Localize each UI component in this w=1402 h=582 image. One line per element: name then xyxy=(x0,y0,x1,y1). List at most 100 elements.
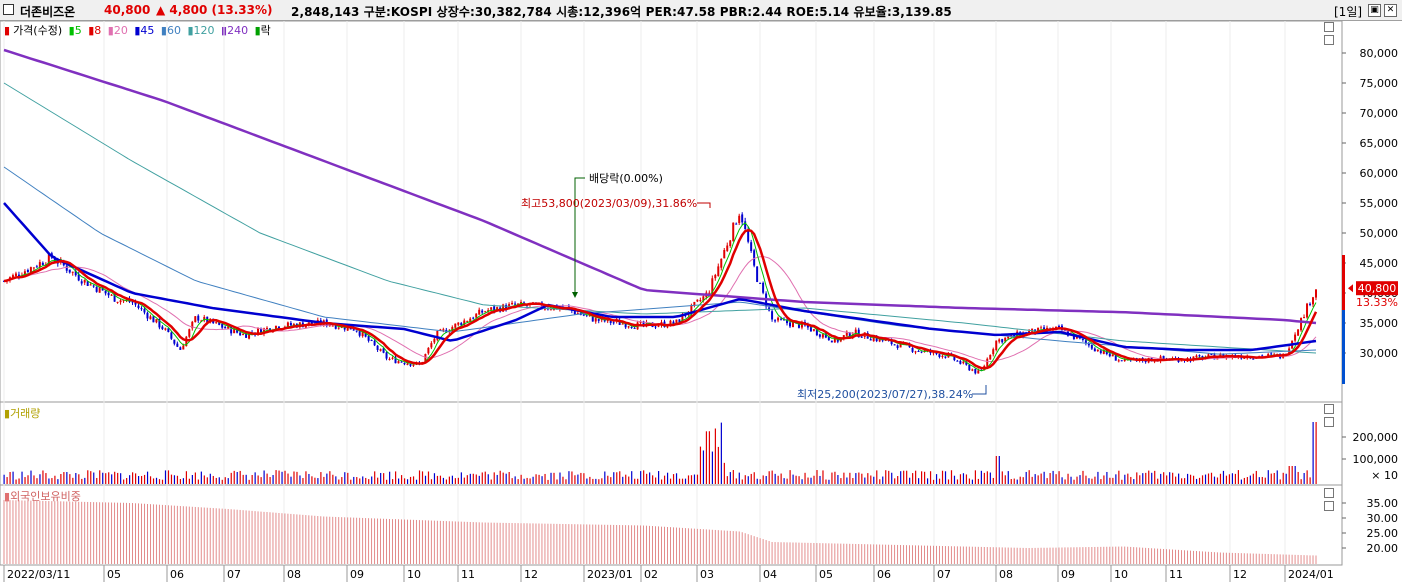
price-axis-label: 55,000 xyxy=(1360,197,1399,210)
price-panel-buttons[interactable] xyxy=(1324,22,1346,45)
current-price: 40,800 xyxy=(104,3,151,17)
volume-bar xyxy=(272,475,274,484)
candle-body xyxy=(77,274,80,281)
candle-body xyxy=(53,258,56,262)
volume-bar xyxy=(1195,478,1198,484)
legend-ma-5[interactable]: ▮5 xyxy=(68,24,82,37)
volume-bar xyxy=(598,479,600,484)
legend-ma-20[interactable]: ▮20 xyxy=(107,24,128,37)
volume-bar xyxy=(1139,475,1141,484)
candle-body xyxy=(1141,357,1144,362)
candle-body xyxy=(499,307,502,312)
candle-body xyxy=(735,223,738,225)
x-axis-label: 04 xyxy=(763,568,777,581)
candle-body xyxy=(1007,336,1010,339)
volume-bar xyxy=(658,471,660,484)
candle-body xyxy=(768,307,771,311)
volume-bar xyxy=(577,474,579,484)
foreign-panel-buttons[interactable] xyxy=(1324,488,1346,511)
candle-body xyxy=(860,336,863,338)
volume-bar xyxy=(852,478,854,484)
candle-body xyxy=(161,326,164,330)
volume-bar xyxy=(1133,479,1135,484)
volume-bar xyxy=(320,472,322,484)
candle-body xyxy=(1031,328,1034,332)
candle-body xyxy=(803,321,806,326)
volume-bar xyxy=(717,446,719,484)
volume-bar xyxy=(855,473,857,484)
volume-bar xyxy=(54,475,56,484)
candle-body xyxy=(1159,356,1162,362)
candle-body xyxy=(1294,334,1297,341)
candle-body xyxy=(1186,358,1189,362)
restore-icon[interactable]: ▣ xyxy=(1368,4,1381,17)
volume-bar xyxy=(520,474,522,484)
candle-body xyxy=(1249,357,1252,359)
legend-ma-240[interactable]: ▮240 xyxy=(221,24,249,37)
volume-bar xyxy=(619,471,621,484)
candle-body xyxy=(1255,357,1258,359)
legend-ex-dividend[interactable]: ▮락 xyxy=(254,24,271,37)
volume-bar xyxy=(795,475,797,484)
legend-ma-8[interactable]: ▮8 xyxy=(88,24,102,37)
candle-body xyxy=(965,362,968,365)
candle-body xyxy=(233,329,236,334)
legend-price-label[interactable]: 가격(수정) xyxy=(13,24,63,37)
candle-body xyxy=(3,280,5,282)
candle-body xyxy=(1013,334,1016,337)
candle-body xyxy=(926,350,929,352)
volume-axis-label: 100,000 xyxy=(1353,453,1399,466)
candle-body xyxy=(295,324,298,328)
candle-body xyxy=(765,293,768,307)
x-axis-label: 11 xyxy=(1169,568,1183,581)
volume-bar xyxy=(798,476,800,484)
volume-bar xyxy=(643,470,645,484)
candle-body xyxy=(696,299,699,302)
volume-bar xyxy=(1270,473,1272,484)
candle-body xyxy=(92,285,95,287)
volume-bar xyxy=(995,456,997,484)
volume-bar xyxy=(699,446,702,484)
volume-bar xyxy=(197,479,199,484)
candle-body xyxy=(791,322,794,328)
candle-body xyxy=(1276,354,1279,356)
candle-body xyxy=(708,292,711,294)
candle-body xyxy=(678,319,681,323)
candle-body xyxy=(528,304,531,306)
legend-ma-45[interactable]: ▮45 xyxy=(134,24,155,37)
volume-bar xyxy=(427,471,430,484)
candle-body xyxy=(1034,329,1037,334)
legend-ma-60[interactable]: ▮60 xyxy=(160,24,181,37)
volume-bar xyxy=(105,473,107,484)
foreign-axis-label: 20.00 xyxy=(1367,542,1399,555)
volume-panel-buttons[interactable] xyxy=(1324,404,1346,427)
candle-body xyxy=(352,329,355,331)
candle-body xyxy=(331,325,334,327)
candle-body xyxy=(508,304,511,310)
candle-body xyxy=(1057,325,1060,327)
candle-body xyxy=(884,340,887,342)
candle-body xyxy=(639,322,642,324)
volume-bar xyxy=(1210,472,1213,484)
volume-bar xyxy=(774,473,776,484)
volume-bar xyxy=(825,479,827,484)
volume-bar xyxy=(864,477,866,484)
checkbox-icon[interactable] xyxy=(3,4,14,15)
legend-ma-120[interactable]: ▮120 xyxy=(187,24,215,37)
close-icon[interactable]: ✕ xyxy=(1384,4,1397,17)
candle-body xyxy=(1306,303,1309,318)
volume-bar xyxy=(293,471,295,484)
candle-body xyxy=(221,324,224,328)
volume-bar xyxy=(768,471,770,484)
candle-body xyxy=(1072,333,1075,340)
candle-body xyxy=(182,345,185,350)
period-selector[interactable]: [1일] xyxy=(1334,5,1363,19)
candle-body xyxy=(286,322,289,327)
candle-body xyxy=(334,324,337,329)
candle-body xyxy=(806,324,809,328)
candle-body xyxy=(1156,360,1159,362)
candle-body xyxy=(627,326,630,328)
candle-body xyxy=(520,301,523,304)
candle-body xyxy=(576,313,579,315)
